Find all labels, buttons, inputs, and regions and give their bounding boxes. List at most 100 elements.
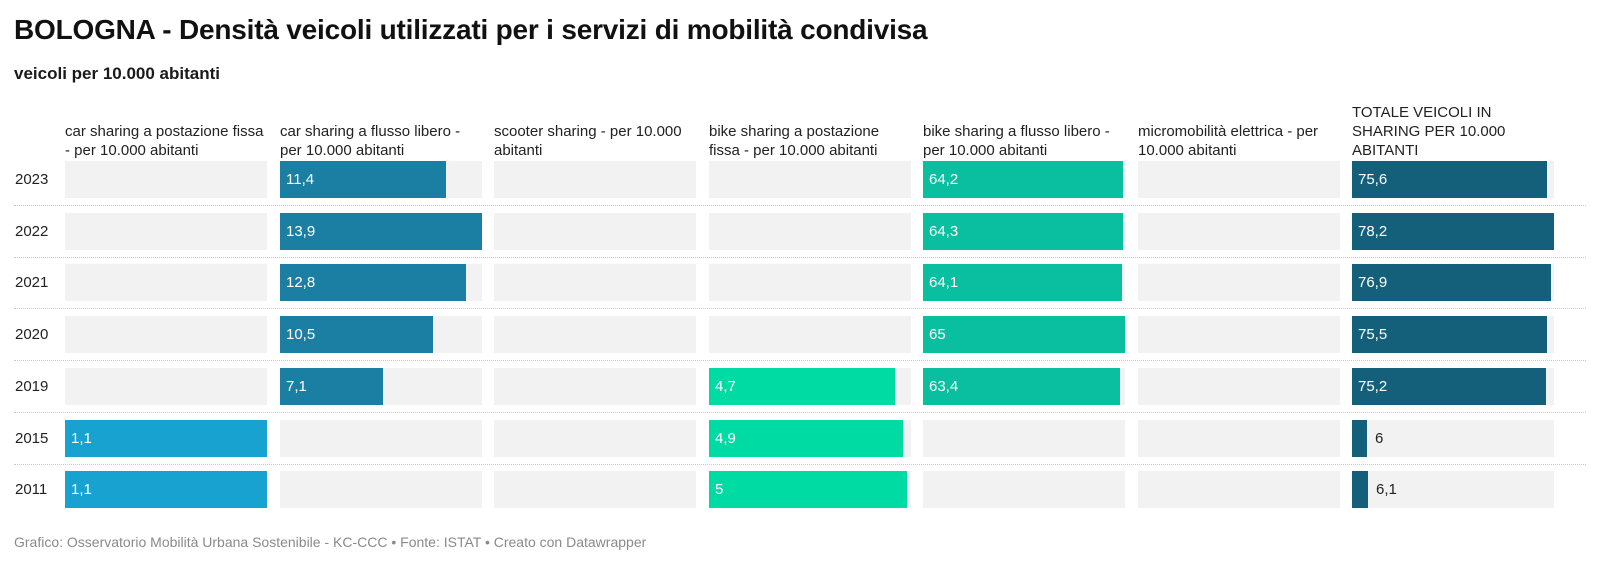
data-label: 64,2 bbox=[929, 171, 959, 188]
cell-background bbox=[1138, 471, 1340, 508]
bar bbox=[65, 471, 267, 508]
cell-background bbox=[65, 368, 267, 405]
column-header: bike sharing a flusso libero - per 10.00… bbox=[923, 100, 1128, 160]
bar bbox=[280, 161, 446, 198]
year-label: 2021 bbox=[15, 274, 49, 291]
column-header-label: bike sharing a flusso libero - per 10.00… bbox=[923, 123, 1110, 159]
cell-background bbox=[494, 161, 696, 198]
data-label: 5 bbox=[715, 481, 724, 498]
row-divider bbox=[14, 308, 1586, 309]
bar bbox=[280, 368, 383, 405]
column-header-label: car sharing a flusso libero - per 10.000… bbox=[280, 123, 461, 159]
cell-background bbox=[1138, 316, 1340, 353]
cell-background bbox=[494, 213, 696, 250]
column-header: micromobilità elettrica - per 10.000 abi… bbox=[1138, 100, 1343, 160]
data-label: 75,6 bbox=[1358, 171, 1388, 188]
cell-background bbox=[1138, 420, 1340, 457]
cell-background bbox=[1138, 264, 1340, 301]
data-label: 75,5 bbox=[1358, 326, 1388, 343]
row-divider bbox=[14, 205, 1586, 206]
row-divider bbox=[14, 464, 1586, 465]
data-label: 13,9 bbox=[286, 223, 316, 240]
cell-background bbox=[494, 316, 696, 353]
year-label: 2020 bbox=[15, 326, 49, 343]
bar bbox=[923, 161, 1123, 198]
cell-background bbox=[494, 264, 696, 301]
data-label: 65 bbox=[929, 326, 946, 343]
bar bbox=[65, 420, 267, 457]
cell-background bbox=[280, 420, 482, 457]
column-header: TOTALE VEICOLI IN SHARING PER 10.000 ABI… bbox=[1352, 100, 1557, 160]
data-label: 6 bbox=[1375, 430, 1384, 447]
data-label: 4,7 bbox=[715, 378, 736, 395]
cell-background bbox=[65, 316, 267, 353]
year-label: 2011 bbox=[15, 481, 48, 498]
year-label: 2019 bbox=[15, 378, 49, 395]
row-divider bbox=[14, 257, 1586, 258]
cell-background bbox=[709, 316, 911, 353]
cell-background bbox=[494, 471, 696, 508]
cell-background bbox=[494, 368, 696, 405]
bar bbox=[923, 368, 1120, 405]
cell-background bbox=[1352, 471, 1554, 508]
bar bbox=[1352, 471, 1368, 508]
data-label: 78,2 bbox=[1358, 223, 1388, 240]
data-label: 1,1 bbox=[71, 430, 92, 447]
bar bbox=[923, 213, 1123, 250]
cell-background bbox=[923, 420, 1125, 457]
cell-background bbox=[494, 420, 696, 457]
data-label: 76,9 bbox=[1358, 274, 1388, 291]
cell-background bbox=[1138, 368, 1340, 405]
bar bbox=[709, 471, 907, 508]
cell-background bbox=[1138, 213, 1340, 250]
cell-background bbox=[923, 471, 1125, 508]
column-header-label: bike sharing a postazione fissa - per 10… bbox=[709, 123, 880, 159]
data-label: 64,1 bbox=[929, 274, 959, 291]
cell-background bbox=[65, 264, 267, 301]
cell-background bbox=[1352, 420, 1554, 457]
bar bbox=[280, 264, 466, 301]
bar bbox=[1352, 368, 1546, 405]
bar bbox=[709, 420, 903, 457]
column-header: bike sharing a postazione fissa - per 10… bbox=[709, 100, 914, 160]
bar bbox=[280, 316, 433, 353]
data-label: 64,3 bbox=[929, 223, 959, 240]
column-header: car sharing a postazione fissa - per 10.… bbox=[65, 100, 270, 160]
data-label: 63,4 bbox=[929, 378, 959, 395]
chart-subtitle: veicoli per 10.000 abitanti bbox=[14, 64, 220, 83]
cell-background bbox=[709, 213, 911, 250]
bar bbox=[1352, 213, 1554, 250]
bar bbox=[923, 264, 1122, 301]
row-divider bbox=[14, 412, 1586, 413]
data-label: 10,5 bbox=[286, 326, 316, 343]
data-label: 7,1 bbox=[286, 378, 307, 395]
row-divider bbox=[14, 360, 1586, 361]
column-header-label: scooter sharing - per 10.000 abitanti bbox=[494, 123, 682, 159]
column-header: scooter sharing - per 10.000 abitanti bbox=[494, 100, 699, 160]
data-label: 12,8 bbox=[286, 274, 316, 291]
chart-footer: Grafico: Osservatorio Mobilità Urbana So… bbox=[14, 534, 647, 550]
bar bbox=[1352, 161, 1547, 198]
column-header-label: car sharing a postazione fissa - per 10.… bbox=[65, 123, 264, 159]
chart-title: BOLOGNA - Densità veicoli utilizzati per… bbox=[14, 14, 928, 45]
cell-background bbox=[280, 471, 482, 508]
cell-background bbox=[65, 161, 267, 198]
data-label: 4,9 bbox=[715, 430, 736, 447]
cell-background bbox=[709, 264, 911, 301]
year-label: 2015 bbox=[15, 430, 49, 447]
column-header-label: TOTALE VEICOLI IN SHARING PER 10.000 ABI… bbox=[1352, 104, 1506, 159]
bar bbox=[1352, 420, 1367, 457]
cell-background bbox=[709, 161, 911, 198]
bar bbox=[709, 368, 895, 405]
year-label: 2022 bbox=[15, 223, 49, 240]
data-label: 1,1 bbox=[71, 481, 92, 498]
bar bbox=[923, 316, 1125, 353]
bar bbox=[1352, 316, 1547, 353]
bar bbox=[1352, 264, 1551, 301]
column-header: car sharing a flusso libero - per 10.000… bbox=[280, 100, 485, 160]
data-label: 11,4 bbox=[286, 171, 315, 188]
cell-background bbox=[1138, 161, 1340, 198]
bar bbox=[280, 213, 482, 250]
column-header-label: micromobilità elettrica - per 10.000 abi… bbox=[1138, 123, 1319, 159]
data-label: 6,1 bbox=[1376, 481, 1397, 498]
